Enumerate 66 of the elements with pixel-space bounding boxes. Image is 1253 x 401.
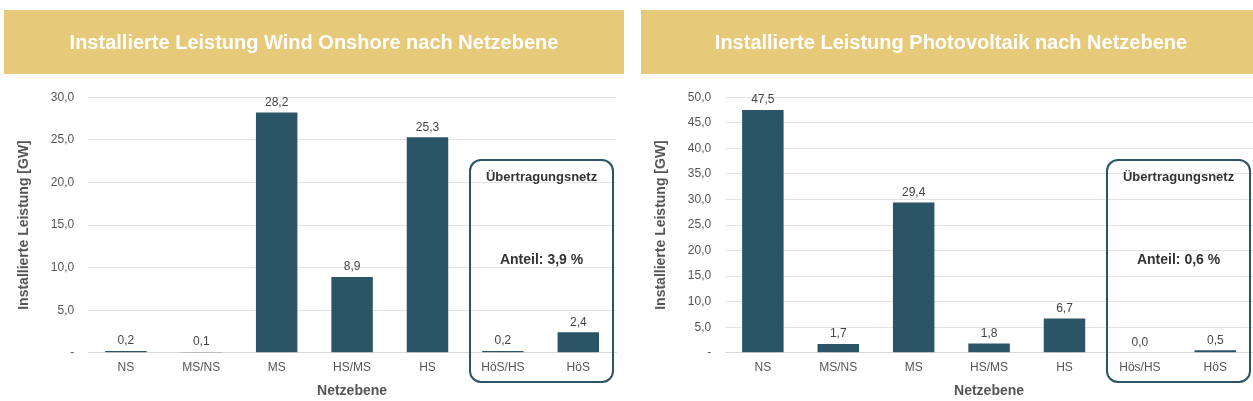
data-label: 1,7 xyxy=(829,326,847,341)
bar xyxy=(1043,318,1086,353)
data-label: 0,2 xyxy=(117,333,135,348)
y-tick-label: 25,0 xyxy=(50,132,75,147)
y-tick-label: 20,0 xyxy=(50,174,75,189)
y-tick-label: 50,0 xyxy=(687,89,712,104)
data-label: 0,5 xyxy=(1206,332,1224,347)
x-tick-label: MS/NS xyxy=(819,360,858,375)
y-tick-label: 35,0 xyxy=(687,166,712,181)
y-tick-label: - xyxy=(70,345,75,360)
bar xyxy=(331,276,373,353)
x-tick-label: HS/MS xyxy=(970,360,1009,375)
bar xyxy=(557,332,600,353)
data-label: 25,3 xyxy=(415,119,440,134)
bar xyxy=(406,137,449,353)
data-label: 0,0 xyxy=(1131,335,1149,350)
x-tick-label: NS xyxy=(754,360,772,375)
y-tick-label: 15,0 xyxy=(687,268,712,283)
y-tick-label: 20,0 xyxy=(687,242,712,257)
data-label: 6,7 xyxy=(1056,300,1074,315)
annotation: Übertragungsnetz xyxy=(1121,169,1236,185)
bar xyxy=(1194,350,1237,353)
y-tick-label: 45,0 xyxy=(687,115,712,130)
y-tick-label: 30,0 xyxy=(50,89,75,104)
chart-title: Installierte Leistung Wind Onshore nach Netzebene xyxy=(4,10,624,74)
x-axis-title: Netzebene xyxy=(317,382,388,399)
y-axis-title: Installierte Leistung [GW] xyxy=(15,140,32,310)
data-label: 2,4 xyxy=(569,314,587,329)
x-tick-label: HS xyxy=(419,360,436,375)
x-tick-label: MS/NS xyxy=(182,360,221,375)
data-label: 47,5 xyxy=(751,92,775,107)
chart-title: Installierte Leistung Photovoltaik nach Netzebene xyxy=(641,10,1253,74)
data-label: 0,1 xyxy=(192,334,210,349)
y-tick-label: - xyxy=(707,345,712,360)
x-axis-title: Netzebene xyxy=(954,382,1025,399)
x-tick-label: HS xyxy=(1056,360,1073,375)
x-tick-label: HöS/HS xyxy=(481,360,525,375)
bar xyxy=(742,109,784,353)
bar xyxy=(892,202,935,353)
x-tick-label: MS xyxy=(267,360,286,375)
x-tick-label: Hös/HS xyxy=(1119,360,1161,375)
annotation: Anteil: 0,6 % xyxy=(1135,251,1222,268)
y-tick-label: 25,0 xyxy=(687,217,712,232)
bar xyxy=(255,112,298,353)
data-label: 1,8 xyxy=(980,325,998,340)
y-tick-label: 10,0 xyxy=(687,293,712,308)
x-tick-label: HS/MS xyxy=(333,360,372,375)
annotation: Übertragungsnetz xyxy=(484,169,599,185)
y-tick-label: 5,0 xyxy=(694,319,712,334)
y-tick-label: 15,0 xyxy=(50,217,75,232)
data-label: 29,4 xyxy=(901,184,926,199)
x-tick-label: NS xyxy=(117,360,135,375)
x-tick-label: HöS xyxy=(566,360,590,375)
bar xyxy=(817,344,859,353)
y-tick-label: 40,0 xyxy=(687,140,712,155)
x-tick-label: HöS xyxy=(1203,360,1227,375)
annotation: Anteil: 3,9 % xyxy=(498,251,585,268)
data-label: 0,2 xyxy=(494,333,512,348)
x-tick-label: MS xyxy=(904,360,923,375)
data-label: 8,9 xyxy=(343,259,361,274)
y-tick-label: 5,0 xyxy=(57,302,75,317)
bar xyxy=(968,343,1010,353)
y-axis-title: Installierte Leistung [GW] xyxy=(652,140,669,310)
data-label: 28,2 xyxy=(264,94,289,109)
y-tick-label: 10,0 xyxy=(50,259,75,274)
y-tick-label: 30,0 xyxy=(687,191,712,206)
